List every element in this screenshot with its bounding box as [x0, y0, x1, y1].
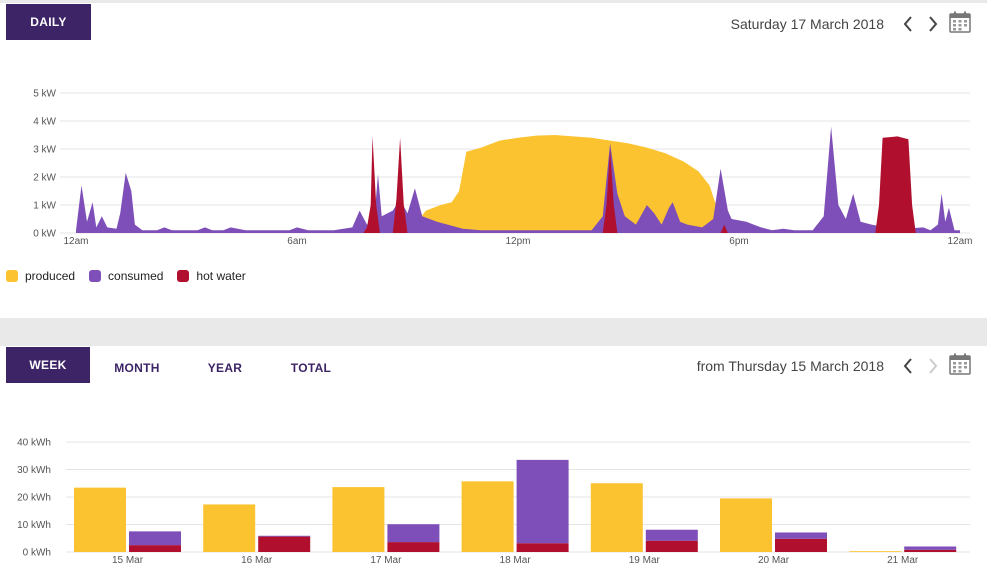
y-tick-label: 0 kW: [33, 229, 56, 240]
y-tick-label: 40 kWh: [17, 438, 51, 449]
x-tick-label: 16 Mar: [241, 555, 273, 566]
calendar-icon[interactable]: [949, 353, 971, 375]
tab-month[interactable]: MONTH: [114, 361, 160, 375]
chevron-right-icon[interactable]: [926, 14, 940, 34]
legend-swatch-consumed: [89, 270, 102, 282]
x-tick-label: 6pm: [729, 236, 748, 247]
bar-produced: [203, 504, 256, 552]
bar-consumed: [904, 546, 957, 550]
x-tick-label: 12am: [63, 236, 88, 247]
legend-label-produced: produced: [25, 269, 76, 283]
bar-consumed: [645, 529, 698, 541]
tab-total[interactable]: TOTAL: [290, 361, 332, 375]
weekly-energy-chart: 0 kWh 10 kWh 20 kWh 30 kWh 40 kWh 15 Mar 16 Ma…: [17, 438, 970, 566]
x-tick-label: 12pm: [505, 236, 530, 247]
bar-hot-water: [129, 545, 181, 552]
tab-year[interactable]: YEAR: [207, 361, 243, 375]
bar-produced: [849, 551, 902, 552]
bar-hot-water: [904, 549, 957, 552]
bar-consumed: [258, 535, 311, 537]
weekly-date-label: from Thursday 15 March 2018: [696, 358, 884, 374]
bar-produced: [720, 498, 772, 552]
tab-week[interactable]: WEEK: [6, 347, 90, 383]
chevron-left-icon[interactable]: [901, 14, 915, 34]
x-tick-label: 19 Mar: [629, 555, 661, 566]
y-tick-label: 10 kWh: [17, 520, 51, 531]
bar-produced: [461, 481, 514, 552]
bar-produced: [332, 487, 385, 552]
y-tick-label: 4 kW: [33, 117, 56, 128]
legend-swatch-produced: [6, 270, 18, 282]
bar-hot-water: [387, 542, 440, 552]
bar-produced: [590, 483, 643, 552]
x-tick-label: 18 Mar: [500, 555, 532, 566]
y-tick-label: 30 kWh: [17, 465, 51, 476]
series-area-produced: [76, 135, 960, 233]
legend-item-consumed: consumed: [89, 269, 163, 283]
daily-date-label: Saturday 17 March 2018: [730, 16, 884, 32]
x-tick-label: 20 Mar: [758, 555, 790, 566]
bar-hot-water: [516, 543, 569, 552]
x-tick-label: 17 Mar: [370, 555, 402, 566]
tab-daily[interactable]: DAILY: [6, 4, 91, 40]
bar-produced: [74, 487, 126, 552]
y-tick-label: 2 kW: [33, 173, 56, 184]
calendar-icon[interactable]: [949, 11, 971, 33]
legend-item-hot-water: hot water: [177, 269, 246, 283]
x-tick-label: 12am: [947, 236, 972, 247]
legend-label-consumed: consumed: [108, 269, 164, 283]
y-tick-label: 5 kW: [33, 89, 56, 100]
weekly-panel: WEEK MONTH YEAR TOTAL from Thursday 15 M…: [0, 346, 987, 570]
y-tick-label: 20 kWh: [17, 493, 51, 504]
bar-consumed: [775, 532, 827, 539]
bar-hot-water: [775, 538, 827, 552]
bar-hot-water: [258, 536, 311, 552]
chevron-left-icon[interactable]: [901, 356, 915, 376]
y-tick-label: 3 kW: [33, 145, 56, 156]
bar-consumed: [516, 459, 569, 544]
daily-panel: DAILY Saturday 17 March 2018 0 kW 1 kW 2 k…: [0, 0, 987, 283]
daily-power-chart: 0 kW 1 kW 2 kW 3 kW 4 kW 5 kW 12am 6am 12pm 6pm 12…: [33, 89, 972, 248]
legend-item-produced: produced: [6, 269, 75, 283]
x-tick-label: 21 Mar: [887, 555, 919, 566]
chevron-right-icon: [929, 358, 938, 374]
daily-legend: produced consumed hot water: [6, 269, 260, 283]
x-tick-label: 6am: [287, 236, 306, 247]
section-divider: [0, 318, 987, 346]
x-tick-label: 15 Mar: [112, 555, 144, 566]
bar-consumed: [129, 531, 181, 546]
bar-hot-water: [645, 540, 698, 552]
legend-swatch-hot-water: [177, 270, 190, 282]
legend-label-hot-water: hot water: [196, 269, 246, 283]
y-tick-label: 1 kW: [33, 201, 56, 212]
bar-consumed: [387, 524, 440, 543]
y-tick-label: 0 kWh: [23, 548, 51, 559]
